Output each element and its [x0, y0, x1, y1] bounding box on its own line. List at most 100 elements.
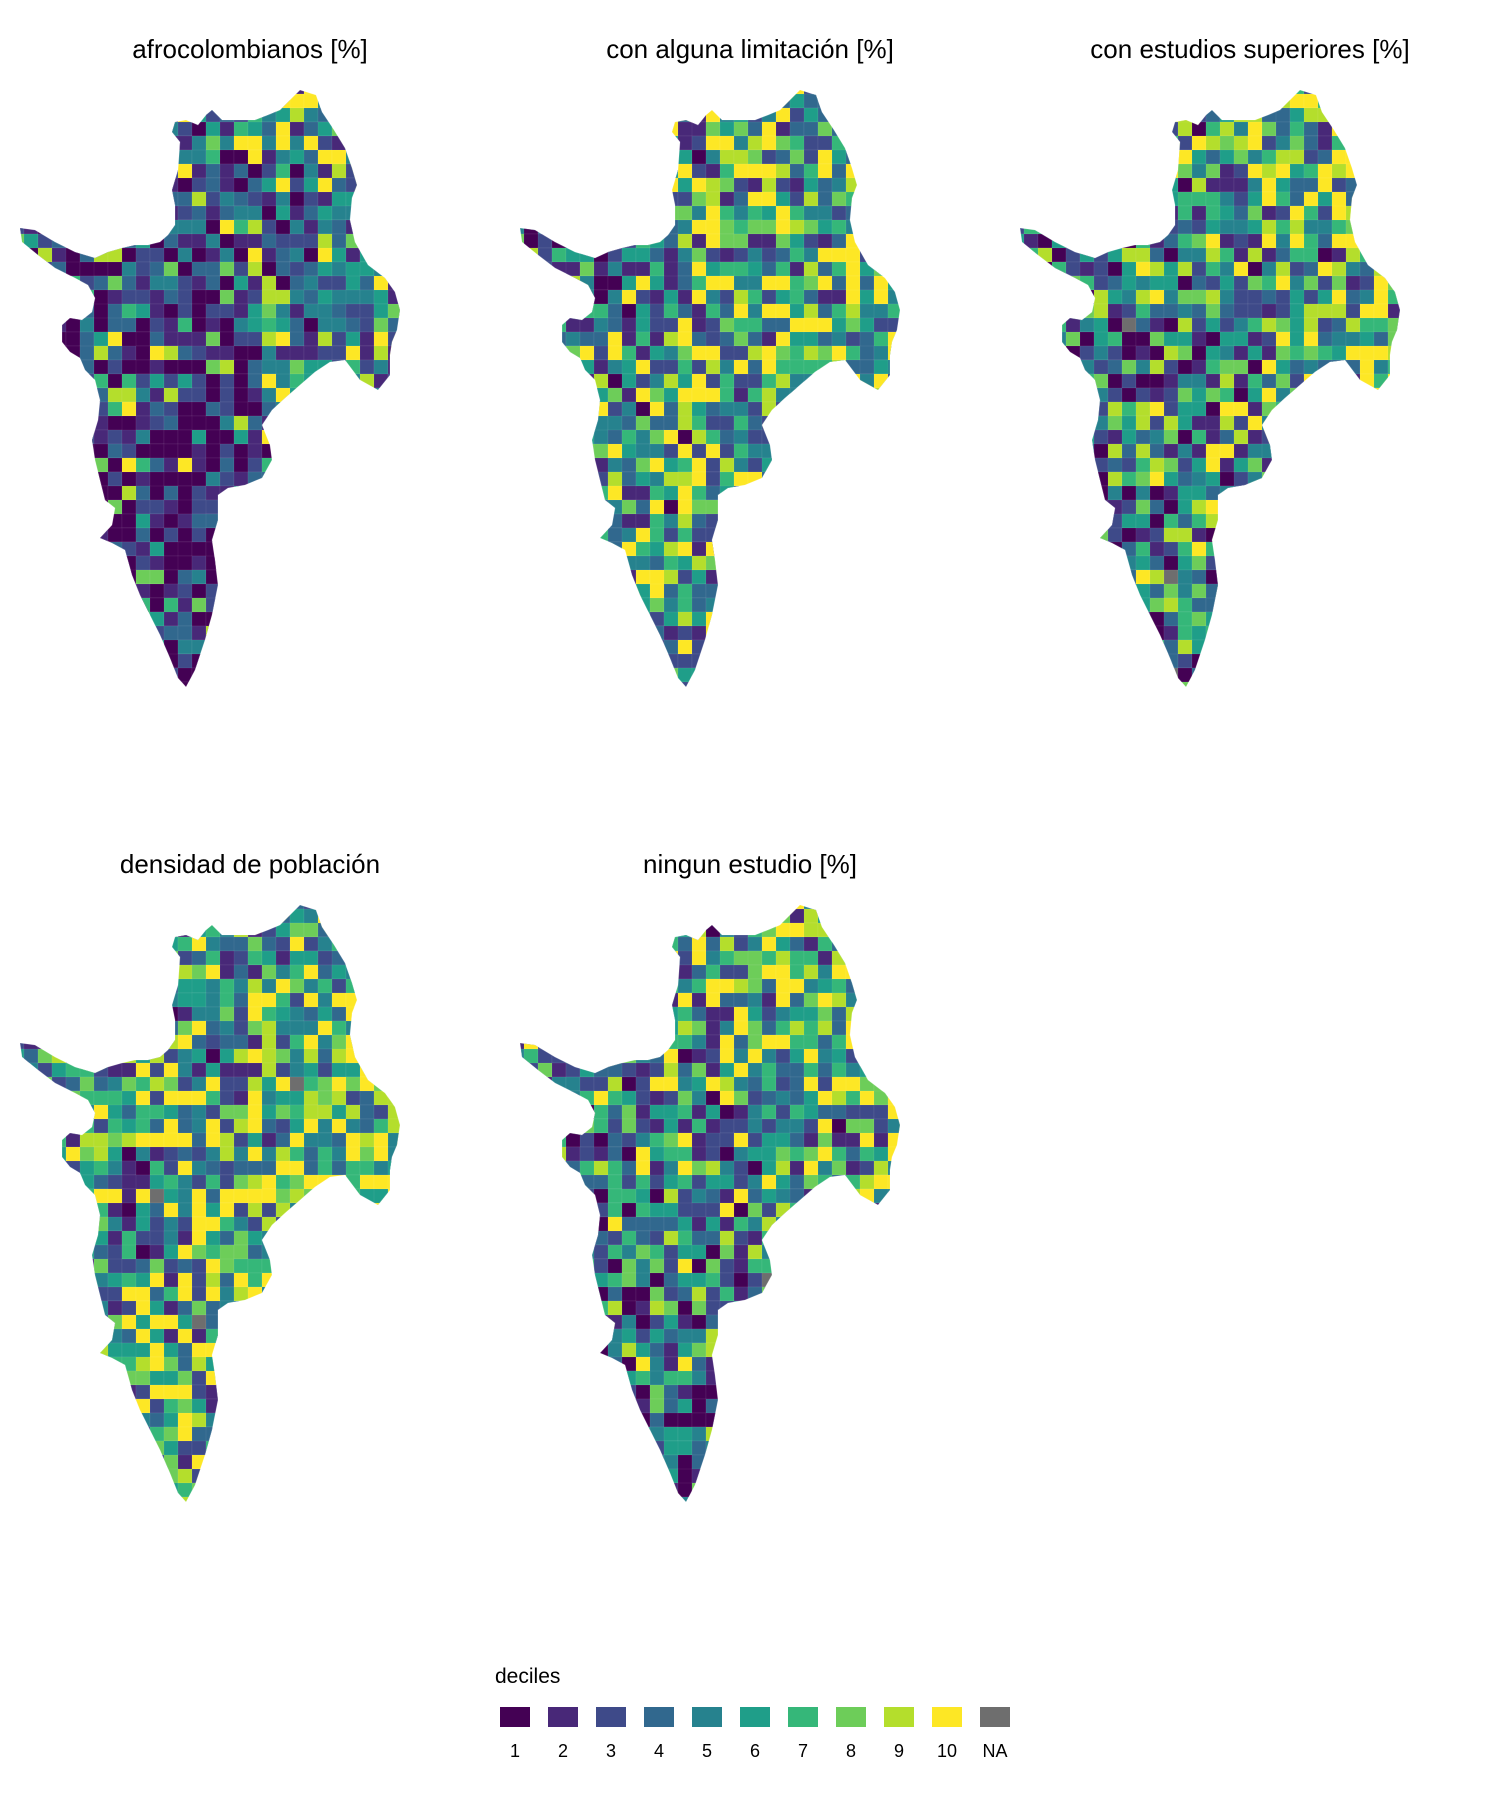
census-sector: [733, 611, 749, 627]
census-sector: [317, 1328, 347, 1344]
census-sector: [887, 191, 900, 207]
census-sector: [1079, 219, 1109, 235]
census-sector: [1373, 149, 1389, 165]
census-sector: [1233, 205, 1249, 221]
census-sector: [635, 499, 651, 515]
census-sector: [621, 135, 637, 165]
census-sector: [149, 1132, 165, 1148]
census-sector: [107, 1398, 123, 1414]
census-sector: [1051, 177, 1067, 207]
census-sector: [402, 626, 416, 640]
census-sector: [1402, 262, 1416, 276]
census-sector: [233, 569, 249, 585]
census-sector: [1079, 247, 1095, 263]
census-sector: [149, 908, 165, 938]
census-sector: [1023, 90, 1053, 95]
census-sector: [1079, 331, 1095, 347]
census-sector: [79, 950, 95, 966]
census-sector: [163, 1216, 179, 1232]
census-sector: [373, 1146, 389, 1162]
census-sector: [1317, 415, 1333, 431]
census-sector: [902, 108, 916, 122]
census-sector: [331, 667, 347, 687]
census-sector: [219, 1272, 235, 1288]
census-sector: [1065, 639, 1081, 655]
census-sector: [93, 667, 109, 683]
census-sector: [649, 429, 665, 445]
census-sector: [37, 1286, 53, 1302]
census-sector: [1093, 233, 1109, 249]
census-sector: [803, 429, 819, 445]
census-sector: [579, 485, 595, 501]
census-sector: [402, 668, 416, 682]
census-sector: [902, 514, 916, 542]
census-sector: [135, 247, 151, 263]
census-sector: [1205, 443, 1221, 459]
census-sector: [289, 1286, 305, 1302]
census-sector: [1023, 163, 1039, 193]
census-sector: [191, 1076, 207, 1092]
census-sector: [261, 555, 277, 571]
census-sector: [135, 1132, 151, 1148]
census-sector: [677, 681, 707, 687]
census-sector: [20, 569, 25, 585]
census-sector: [1079, 90, 1109, 95]
census-sector: [1121, 135, 1137, 151]
census-sector: [51, 373, 67, 403]
census-sector: [520, 569, 539, 599]
census-sector: [1373, 135, 1389, 151]
census-sector: [775, 513, 791, 529]
census-sector: [163, 964, 179, 980]
census-sector: [1107, 331, 1123, 347]
census-sector: [402, 895, 416, 909]
census-sector: [219, 345, 235, 361]
census-sector: [537, 135, 567, 151]
census-sector: [387, 936, 400, 952]
census-sector: [93, 681, 123, 687]
census-sector: [1107, 541, 1123, 557]
census-sector: [317, 471, 333, 487]
census-sector: [803, 107, 819, 123]
census-sector: [873, 401, 889, 417]
census-sector: [37, 513, 67, 529]
census-sector: [902, 570, 916, 584]
census-sector: [551, 471, 581, 487]
census-sector: [520, 457, 525, 473]
census-sector: [1261, 90, 1277, 95]
census-sector: [135, 1202, 151, 1218]
census-sector: [887, 373, 900, 403]
census-sector: [149, 583, 165, 599]
census-sector: [747, 90, 777, 95]
census-sector: [1149, 485, 1165, 501]
census-sector: [663, 345, 679, 361]
census-sector: [789, 555, 805, 585]
census-sector: [317, 583, 333, 599]
census-sector: [566, 696, 580, 710]
census-sector: [402, 1063, 416, 1077]
census-sector: [1065, 303, 1081, 319]
census-sector: [261, 513, 291, 529]
census-sector: [93, 978, 109, 1008]
census-sector: [1359, 93, 1375, 109]
census-sector: [1135, 597, 1151, 613]
city-boundary: [1019, 89, 1401, 688]
census-sector: [789, 289, 805, 305]
census-sectors: [1020, 90, 1416, 687]
census-sector: [1387, 233, 1400, 263]
census-sector: [303, 1174, 319, 1190]
census-sector: [677, 345, 693, 361]
census-sector: [649, 331, 665, 347]
census-sector: [191, 1370, 207, 1386]
census-sector: [1219, 359, 1235, 375]
census-sector: [191, 1174, 207, 1190]
census-sector: [1037, 499, 1053, 529]
census-sector: [387, 1132, 400, 1148]
census-sector: [23, 429, 39, 445]
census-sector: [1261, 247, 1277, 263]
census-sector: [121, 387, 137, 403]
census-sector: [1020, 177, 1025, 193]
census-sector: [275, 1300, 291, 1316]
census-sectors: [20, 895, 416, 1502]
census-sector: [20, 583, 25, 599]
census-sector: [205, 611, 235, 641]
